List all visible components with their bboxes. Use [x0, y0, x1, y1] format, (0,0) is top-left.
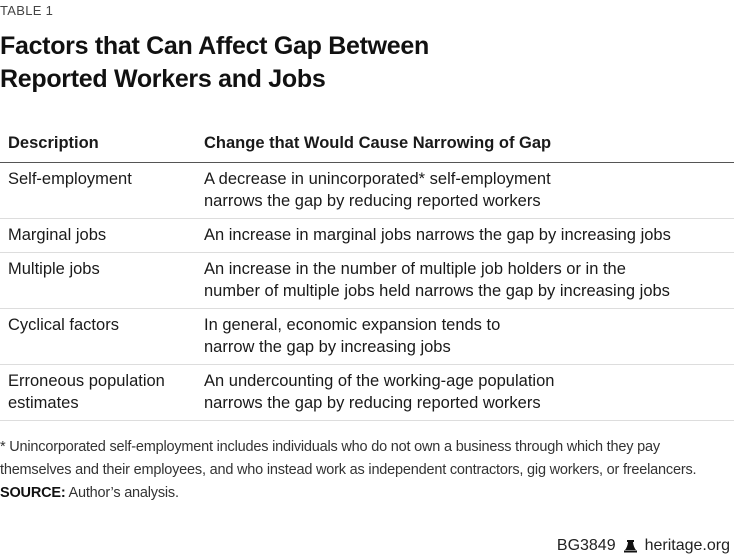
site-link[interactable]: heritage.org	[644, 537, 730, 554]
cell-line: narrow the gap by increasing jobs	[204, 338, 451, 356]
footnote-line: themselves and their employees, and who …	[0, 462, 697, 478]
cell-line: Self-employment	[8, 170, 132, 188]
cell-line: Multiple jobs	[8, 260, 100, 278]
cell-line: Cyclical factors	[8, 316, 119, 334]
description-cell: Self-employment	[0, 162, 196, 219]
table-header: Description Change that Would Cause Narr…	[0, 126, 734, 163]
description-cell: Multiple jobs	[0, 252, 196, 309]
table-row: Self-employment A decrease in unincorpora…	[0, 162, 734, 219]
table-row: Cyclical factors In general, economic exp…	[0, 308, 734, 365]
change-cell: An undercounting of the working-age popu…	[196, 364, 734, 421]
description-cell: Erroneous population estimates	[0, 364, 196, 421]
footer-credit: BG3849 heritage.org	[557, 537, 730, 555]
footnotes: * Unincorporated self-employment include…	[0, 436, 734, 505]
change-cell: In general, economic expansion tends to n…	[196, 308, 734, 365]
column-header-description: Description	[0, 126, 196, 163]
title-line: Reported Workers and Jobs	[0, 65, 326, 93]
report-code: BG3849	[556, 537, 616, 554]
change-cell: An increase in the number of multiple jo…	[196, 252, 734, 309]
cell-line: number of multiple jobs held narrows the…	[204, 282, 670, 300]
source-label: SOURCE:	[0, 485, 66, 501]
change-cell: A decrease in unincorporated* self-emplo…	[196, 162, 734, 219]
table-row: Multiple jobs An increase in the number o…	[0, 252, 734, 309]
cell-line: In general, economic expansion tends to	[204, 316, 501, 334]
cell-line: estimates	[8, 394, 79, 412]
liberty-bell-icon	[623, 539, 637, 552]
table-label: TABLE 1	[0, 3, 54, 18]
title-line: Factors that Can Affect Gap Between	[0, 32, 429, 60]
cell-line: An undercounting of the working-age popu…	[204, 372, 555, 390]
cell-line: Marginal jobs	[8, 226, 107, 244]
description-cell: Cyclical factors	[0, 308, 196, 365]
cell-line: An increase in marginal jobs narrows the…	[204, 226, 671, 244]
table-row: Erroneous population estimates An undercou…	[0, 364, 734, 421]
table-title: Factors that Can Affect Gap Between Repo…	[0, 30, 429, 96]
cell-line: narrows the gap by reducing reported wor…	[204, 394, 541, 412]
description-cell: Marginal jobs	[0, 218, 196, 253]
cell-line: narrows the gap by reducing reported wor…	[204, 192, 541, 210]
source-text: Author’s analysis.	[65, 485, 179, 501]
source-note: SOURCE: Author’s analysis.	[0, 482, 734, 505]
change-cell: An increase in marginal jobs narrows the…	[196, 218, 734, 253]
cell-line: Erroneous population	[8, 372, 165, 390]
cell-line: A decrease in unincorporated* self-emplo…	[204, 170, 551, 188]
column-header-change: Change that Would Cause Narrowing of Gap	[196, 126, 734, 163]
factors-table: Description Change that Would Cause Narr…	[0, 126, 734, 421]
table-row: Marginal jobs An increase in marginal job…	[0, 218, 734, 253]
cell-line: An increase in the number of multiple jo…	[204, 260, 626, 278]
footnote-line: * Unincorporated self-employment include…	[0, 439, 660, 455]
